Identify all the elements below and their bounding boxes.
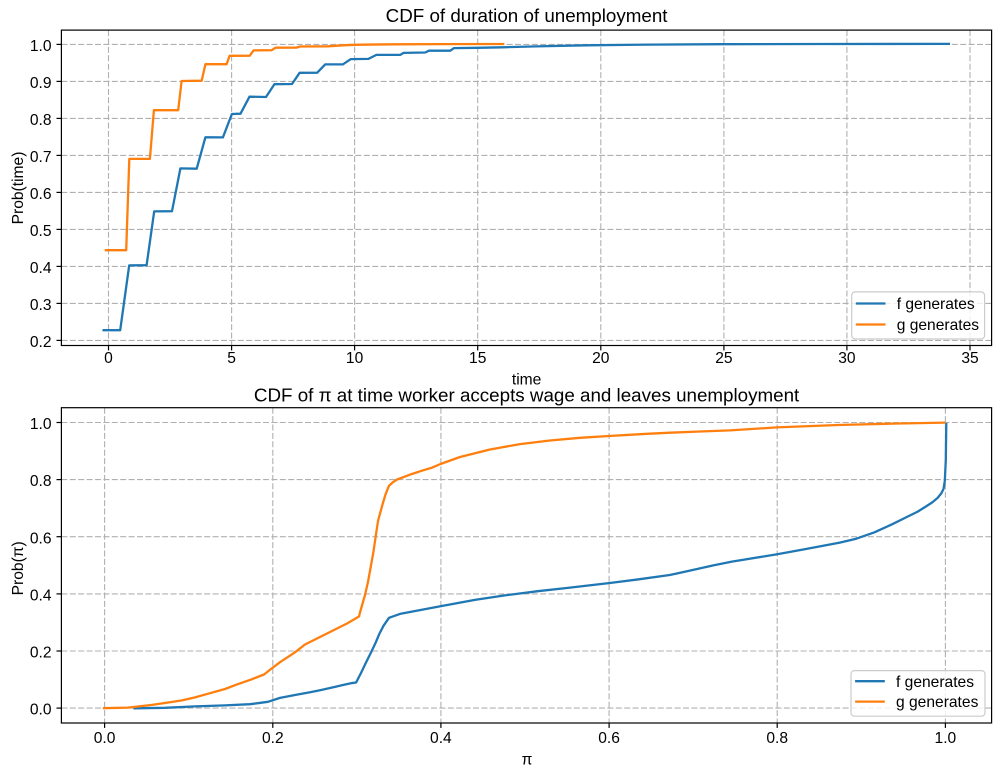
svg-text:g generates: g generates xyxy=(896,694,979,711)
svg-text:0.6: 0.6 xyxy=(598,730,620,747)
svg-text:0.4: 0.4 xyxy=(430,730,452,747)
svg-text:0.6: 0.6 xyxy=(30,530,52,547)
svg-text:CDF of duration of unemploymen: CDF of duration of unemployment xyxy=(386,5,669,26)
svg-text:0.0: 0.0 xyxy=(94,730,116,747)
svg-text:0.4: 0.4 xyxy=(30,260,52,277)
svg-text:CDF of π at time worker accept: CDF of π at time worker accepts wage and… xyxy=(254,384,800,405)
svg-text:0.3: 0.3 xyxy=(30,297,52,314)
svg-text:10: 10 xyxy=(346,350,364,367)
svg-text:time: time xyxy=(512,371,541,388)
svg-text:35: 35 xyxy=(961,350,979,367)
svg-text:0.8: 0.8 xyxy=(766,730,788,747)
svg-text:15: 15 xyxy=(469,350,487,367)
svg-text:0.6: 0.6 xyxy=(30,186,52,203)
svg-text:30: 30 xyxy=(838,350,856,367)
svg-text:1.0: 1.0 xyxy=(30,416,52,433)
svg-text:0.2: 0.2 xyxy=(262,730,284,747)
svg-text:f generates: f generates xyxy=(896,674,974,691)
svg-text:0: 0 xyxy=(104,350,113,367)
svg-text:0.8: 0.8 xyxy=(30,112,52,129)
svg-text:0.5: 0.5 xyxy=(30,223,52,240)
svg-text:0.0: 0.0 xyxy=(30,702,52,719)
svg-text:25: 25 xyxy=(715,350,733,367)
svg-text:0.2: 0.2 xyxy=(30,645,52,662)
svg-text:π: π xyxy=(522,752,533,769)
svg-text:20: 20 xyxy=(592,350,610,367)
svg-text:g generates: g generates xyxy=(897,317,980,334)
svg-text:Prob(time): Prob(time) xyxy=(10,152,27,225)
svg-text:0.4: 0.4 xyxy=(30,588,52,605)
svg-text:0.9: 0.9 xyxy=(30,75,52,92)
svg-text:0.8: 0.8 xyxy=(30,473,52,490)
svg-text:f generates: f generates xyxy=(897,296,975,313)
svg-text:1.0: 1.0 xyxy=(935,730,957,747)
svg-text:0.2: 0.2 xyxy=(30,334,52,351)
svg-text:Prob(π): Prob(π) xyxy=(10,541,27,595)
svg-text:5: 5 xyxy=(227,350,236,367)
svg-text:0.7: 0.7 xyxy=(30,149,52,166)
svg-text:1.0: 1.0 xyxy=(30,38,52,55)
